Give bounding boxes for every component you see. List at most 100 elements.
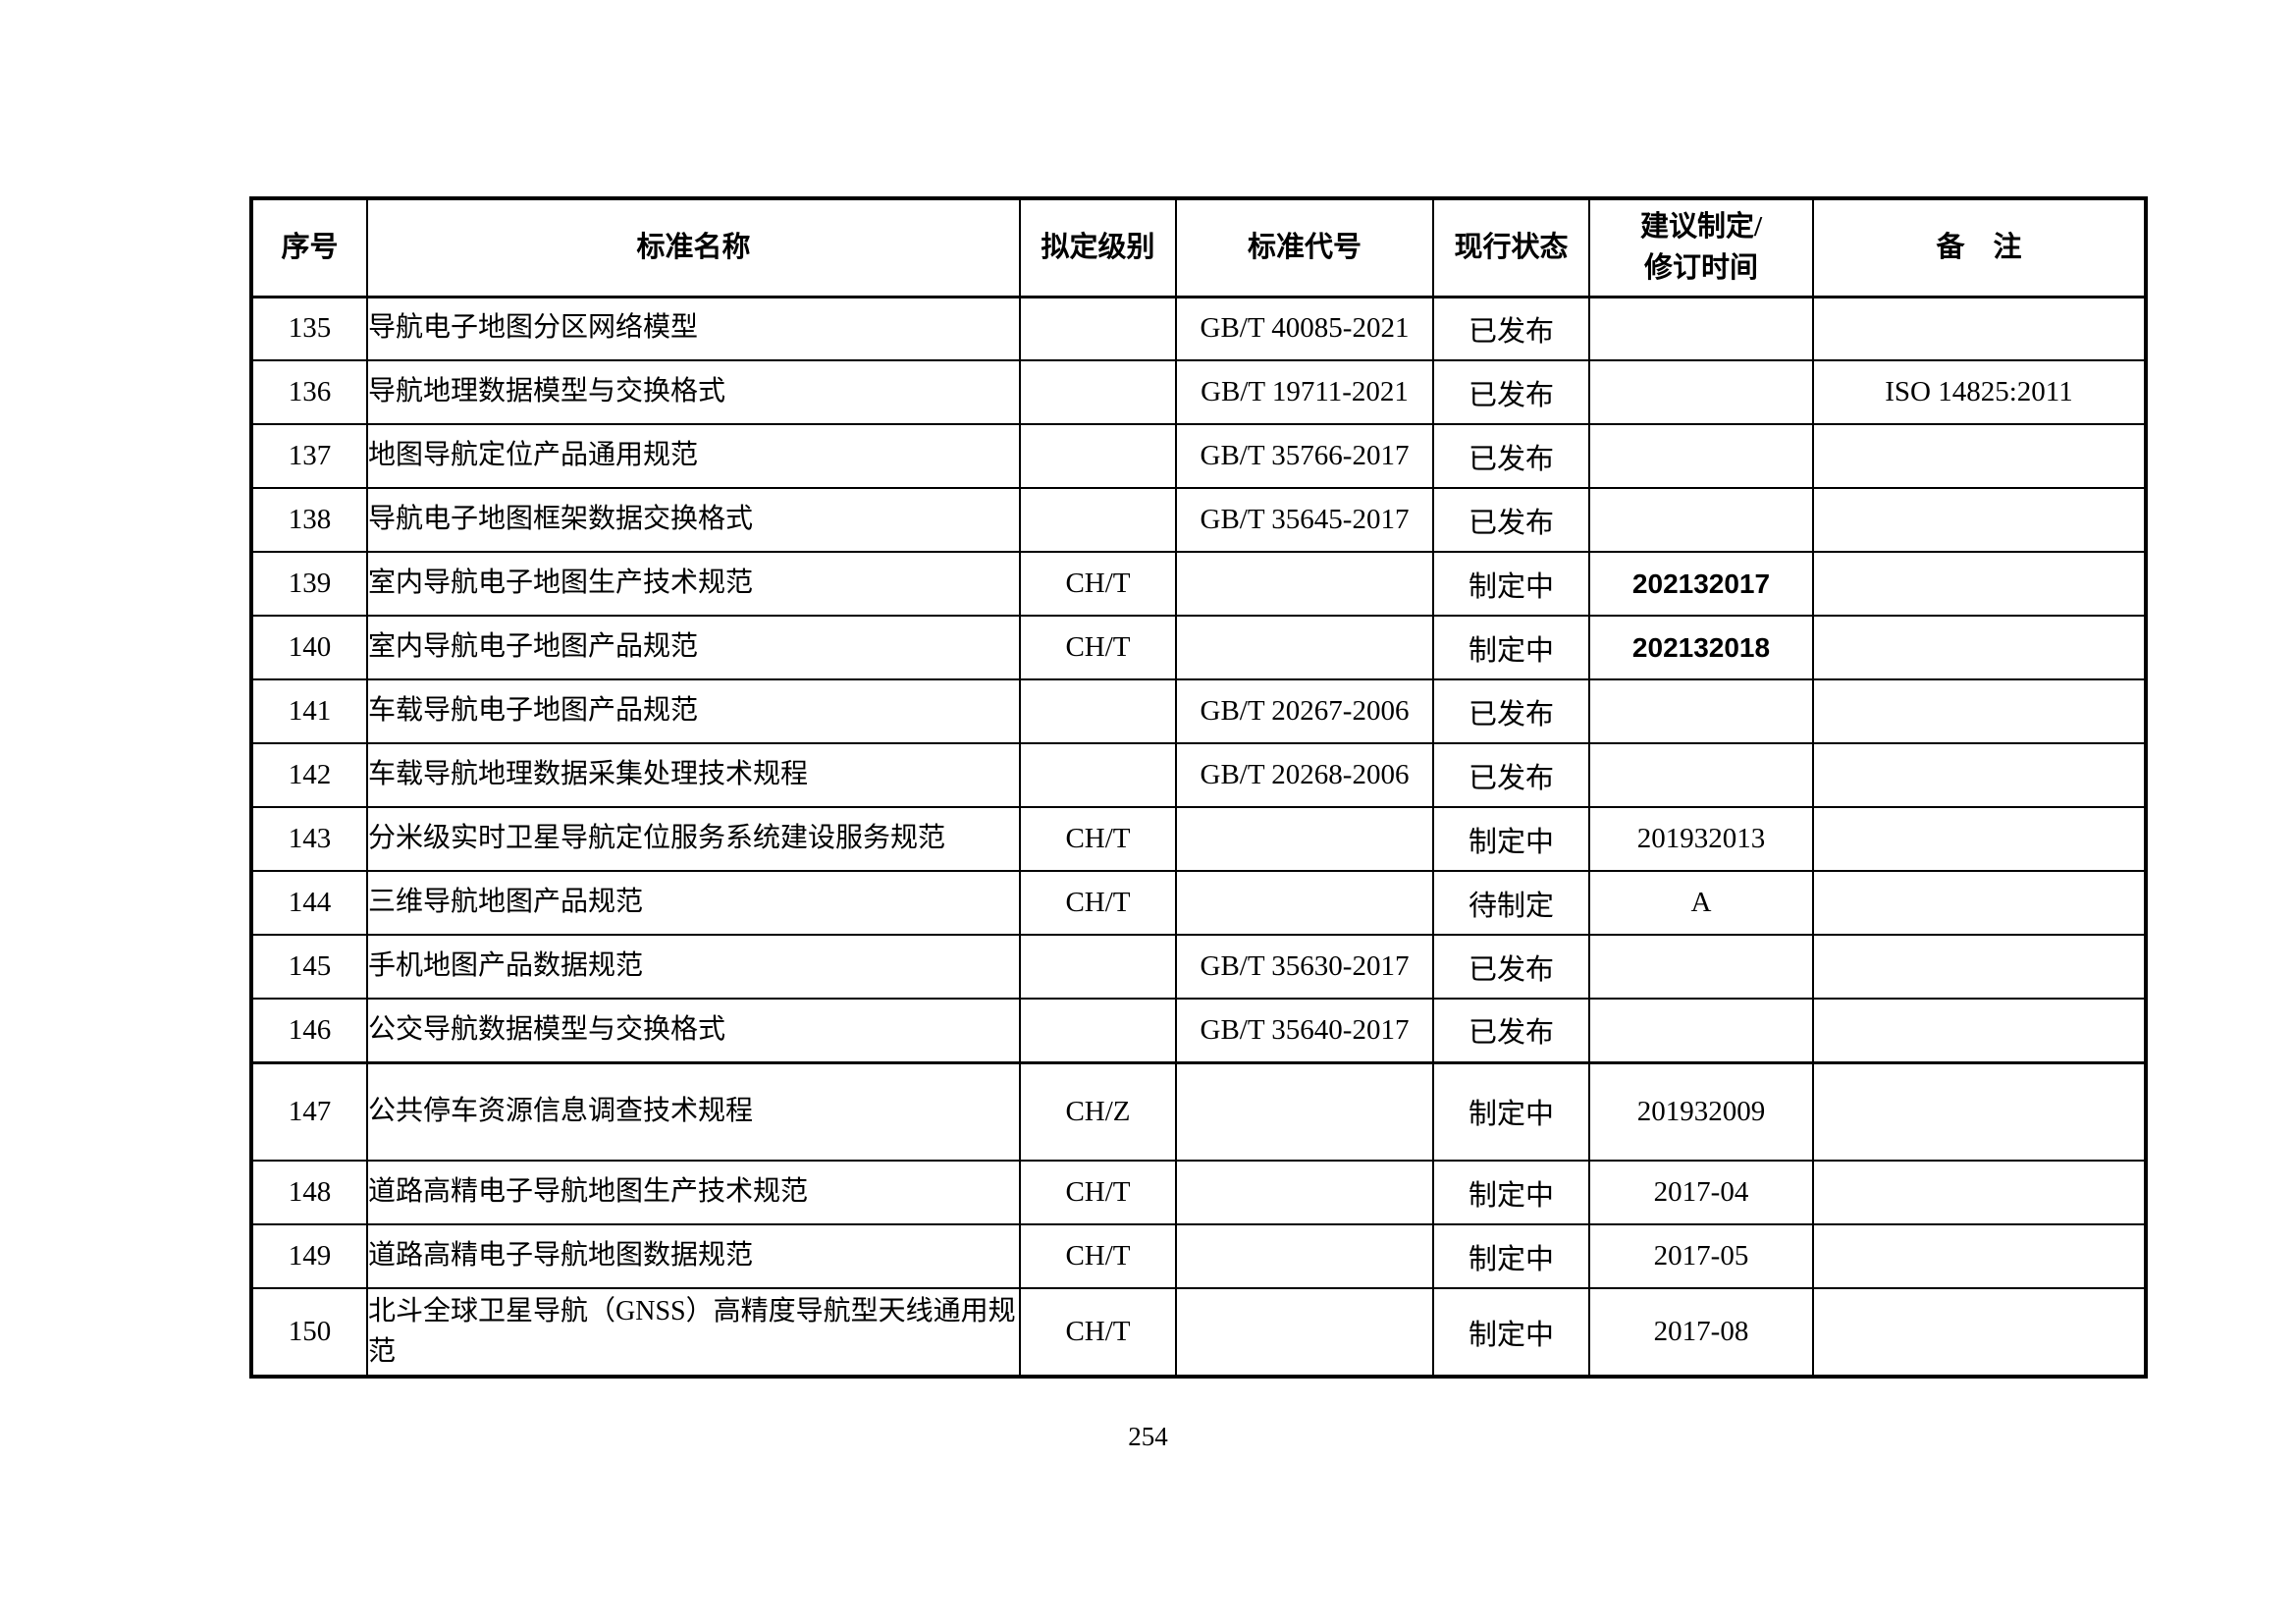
level-cell: CH/Z [1019, 1060, 1177, 1162]
row-no-cell: 141 [250, 678, 368, 744]
standard-name-cell: 车载导航地理数据采集处理技术规程 [366, 742, 1021, 808]
status-cell: 制定中 [1432, 615, 1590, 680]
remark-cell [1812, 1060, 2147, 1162]
code-cell: GB/T 35766-2017 [1175, 423, 1434, 489]
table-row: 138 导航电子地图框架数据交换格式 GB/T 35645-2017 已发布 [250, 487, 2147, 553]
code-cell [1175, 806, 1434, 872]
standards-table: 序号 标准名称 拟定级别 标准代号 现行状态 建议制定/ 修订时间 备 注 13… [249, 196, 2148, 1379]
time-cell [1588, 296, 1814, 361]
page-number: 254 [1128, 1422, 1168, 1451]
header-code: 标准代号 [1175, 197, 1434, 298]
remark-cell [1812, 615, 2147, 680]
standard-name-cell: 室内导航电子地图生产技术规范 [366, 551, 1021, 617]
status-cell: 已发布 [1432, 934, 1590, 1000]
status-cell: 已发布 [1432, 423, 1590, 489]
time-cell [1588, 487, 1814, 553]
level-cell: CH/T [1019, 870, 1177, 936]
time-cell [1588, 678, 1814, 744]
code-cell: GB/T 20267-2006 [1175, 678, 1434, 744]
level-cell: CH/T [1019, 1160, 1177, 1225]
row-no-cell: 138 [250, 487, 368, 553]
time-cell: 201932013 [1588, 806, 1814, 872]
time-cell [1588, 934, 1814, 1000]
code-cell [1175, 1223, 1434, 1289]
code-cell: GB/T 20268-2006 [1175, 742, 1434, 808]
code-cell [1175, 1160, 1434, 1225]
level-cell: CH/T [1019, 1287, 1177, 1378]
table-row: 141 车载导航电子地图产品规范 GB/T 20267-2006 已发布 [250, 678, 2147, 744]
level-cell: CH/T [1019, 551, 1177, 617]
status-cell: 制定中 [1432, 551, 1590, 617]
standard-name-cell: 北斗全球卫星导航（GNSS）高精度导航型天线通用规范 [366, 1287, 1021, 1378]
remark-cell [1812, 934, 2147, 1000]
table-row: 145 手机地图产品数据规范 GB/T 35630-2017 已发布 [250, 934, 2147, 1000]
header-status: 现行状态 [1432, 197, 1590, 298]
time-cell: 201932009 [1588, 1060, 1814, 1162]
table-row: 148 道路高精电子导航地图生产技术规范 CH/T 制定中 2017-04 [250, 1160, 2147, 1225]
standard-name-cell: 分米级实时卫星导航定位服务系统建设服务规范 [366, 806, 1021, 872]
time-cell [1588, 998, 1814, 1063]
remark-cell [1812, 1287, 2147, 1378]
remark-cell [1812, 742, 2147, 808]
status-cell: 待制定 [1432, 870, 1590, 936]
code-cell: GB/T 19711-2021 [1175, 359, 1434, 425]
table-row: 147 公共停车资源信息调查技术规程 CH/Z 制定中 201932009 [250, 1060, 2147, 1162]
standard-name-cell: 道路高精电子导航地图数据规范 [366, 1223, 1021, 1289]
code-cell [1175, 1060, 1434, 1162]
time-cell [1588, 423, 1814, 489]
level-cell: CH/T [1019, 806, 1177, 872]
status-cell: 已发布 [1432, 296, 1590, 361]
time-cell: 2017-05 [1588, 1223, 1814, 1289]
standard-name-cell: 导航电子地图框架数据交换格式 [366, 487, 1021, 553]
status-cell: 已发布 [1432, 359, 1590, 425]
row-no-cell: 150 [250, 1287, 368, 1378]
status-cell: 制定中 [1432, 806, 1590, 872]
status-cell: 已发布 [1432, 998, 1590, 1063]
code-cell [1175, 615, 1434, 680]
standard-name-cell: 导航电子地图分区网络模型 [366, 296, 1021, 361]
code-cell: GB/T 35630-2017 [1175, 934, 1434, 1000]
row-no-cell: 148 [250, 1160, 368, 1225]
time-cell: 202132017 [1588, 551, 1814, 617]
status-cell: 制定中 [1432, 1223, 1590, 1289]
row-no-cell: 142 [250, 742, 368, 808]
level-cell [1019, 487, 1177, 553]
table-row: 143 分米级实时卫星导航定位服务系统建设服务规范 CH/T 制定中 20193… [250, 806, 2147, 872]
table-row: 136 导航地理数据模型与交换格式 GB/T 19711-2021 已发布 IS… [250, 359, 2147, 425]
time-cell [1588, 742, 1814, 808]
table-row: 140 室内导航电子地图产品规范 CH/T 制定中 202132018 [250, 615, 2147, 680]
table-row: 137 地图导航定位产品通用规范 GB/T 35766-2017 已发布 [250, 423, 2147, 489]
code-cell: GB/T 35645-2017 [1175, 487, 1434, 553]
standard-name-cell: 道路高精电子导航地图生产技术规范 [366, 1160, 1021, 1225]
standard-name-cell: 导航地理数据模型与交换格式 [366, 359, 1021, 425]
status-cell: 已发布 [1432, 487, 1590, 553]
code-cell [1175, 1287, 1434, 1378]
standard-name-cell: 公共停车资源信息调查技术规程 [366, 1060, 1021, 1162]
table-row: 146 公交导航数据模型与交换格式 GB/T 35640-2017 已发布 [250, 998, 2147, 1063]
status-cell: 制定中 [1432, 1060, 1590, 1162]
row-no-cell: 140 [250, 615, 368, 680]
level-cell [1019, 998, 1177, 1063]
table-row: 135 导航电子地图分区网络模型 GB/T 40085-2021 已发布 [250, 296, 2147, 361]
standard-name-cell: 车载导航电子地图产品规范 [366, 678, 1021, 744]
remark-cell [1812, 1160, 2147, 1225]
time-cell: 2017-08 [1588, 1287, 1814, 1378]
header-remark: 备 注 [1812, 197, 2147, 298]
level-cell [1019, 296, 1177, 361]
standard-name-cell: 地图导航定位产品通用规范 [366, 423, 1021, 489]
standard-name-cell: 室内导航电子地图产品规范 [366, 615, 1021, 680]
table-header-row: 序号 标准名称 拟定级别 标准代号 现行状态 建议制定/ 修订时间 备 注 [250, 197, 2147, 298]
remark-cell [1812, 551, 2147, 617]
table-row: 144 三维导航地图产品规范 CH/T 待制定 A [250, 870, 2147, 936]
level-cell [1019, 934, 1177, 1000]
header-name: 标准名称 [366, 197, 1021, 298]
standard-name-cell: 手机地图产品数据规范 [366, 934, 1021, 1000]
table-row: 149 道路高精电子导航地图数据规范 CH/T 制定中 2017-05 [250, 1223, 2147, 1289]
remark-cell [1812, 1223, 2147, 1289]
level-cell [1019, 742, 1177, 808]
time-cell: A [1588, 870, 1814, 936]
status-cell: 已发布 [1432, 678, 1590, 744]
remark-cell [1812, 487, 2147, 553]
level-cell [1019, 678, 1177, 744]
level-cell: CH/T [1019, 615, 1177, 680]
